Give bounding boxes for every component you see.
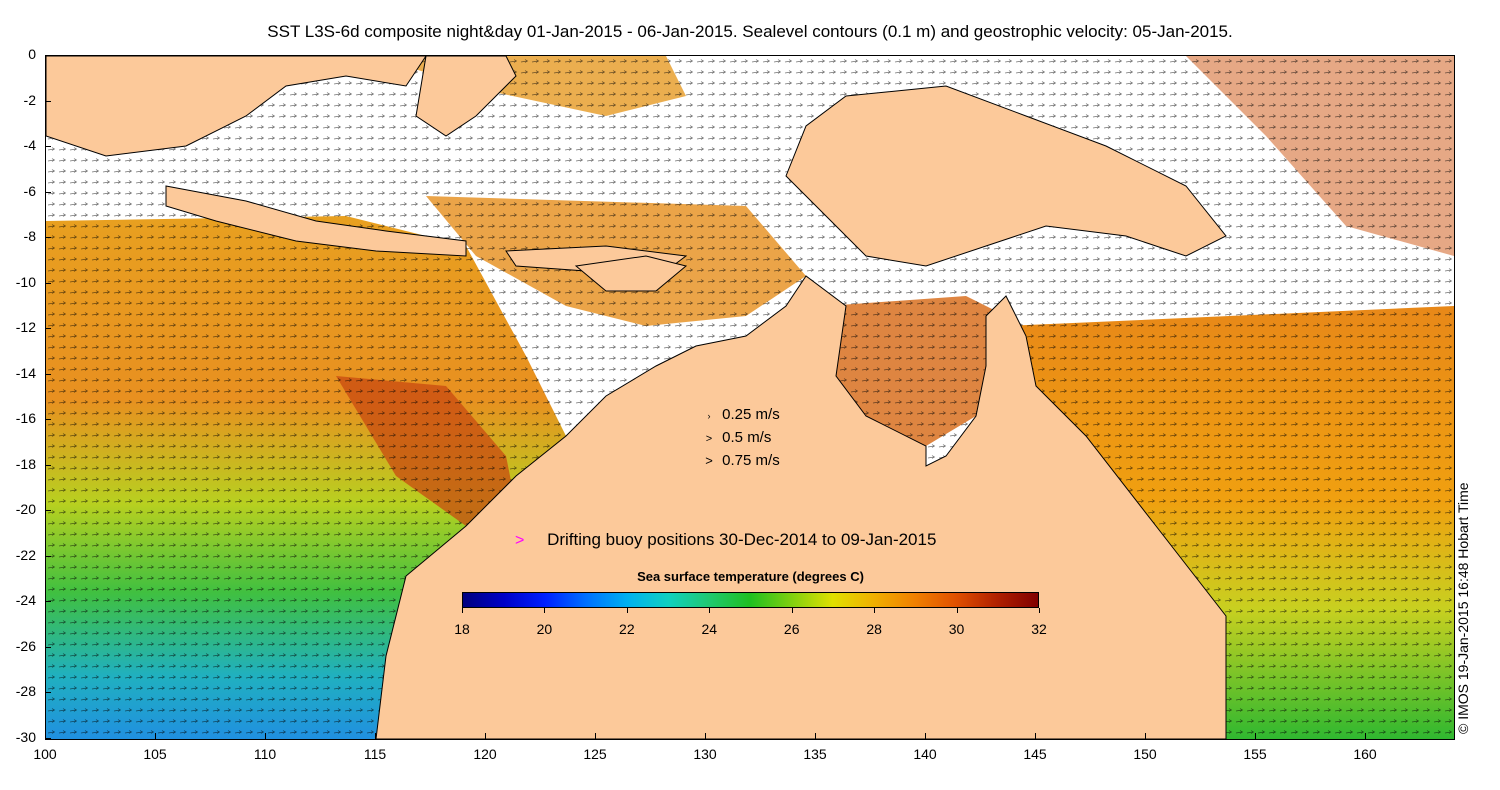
y-tick-mark	[45, 55, 51, 56]
x-tick-mark	[1145, 733, 1146, 739]
colorbar-tick-label: 18	[454, 621, 470, 637]
borneo-land	[415, 56, 517, 137]
colorbar-tick-mark	[956, 608, 958, 613]
y-tick-label: -20	[15, 501, 36, 518]
x-tick-label: 105	[143, 746, 167, 762]
sst-map-canvas	[46, 56, 1454, 739]
y-tick-mark	[45, 237, 51, 239]
x-tick-mark	[485, 733, 486, 739]
y-tick-mark	[45, 282, 51, 284]
colorbar-tick-mark	[544, 608, 546, 613]
y-tick-label: -4	[23, 137, 36, 154]
y-tick-label: -18	[15, 455, 36, 472]
x-tick-mark	[155, 733, 156, 739]
y-tick-mark	[45, 510, 51, 512]
y-tick-mark	[45, 191, 51, 193]
arrow-icon: >	[705, 453, 713, 468]
arrow-icon: ›	[707, 411, 711, 421]
velocity-scale-label: 0.75 m/s	[722, 452, 780, 469]
buoy-legend-label: Drifting buoy positions 30-Dec-2014 to 0…	[547, 530, 937, 549]
y-tick-mark	[45, 601, 51, 603]
y-tick-label: -16	[15, 410, 36, 427]
colorbar	[462, 592, 1039, 608]
velocity-scale-1: › 0.25 m/s	[700, 406, 780, 423]
chart-title: SST L3S-6d composite night&day 01-Jan-20…	[267, 22, 1233, 41]
colorbar-tick-label: 28	[866, 621, 882, 637]
y-tick-label: -14	[15, 364, 36, 381]
x-tick-mark	[705, 733, 706, 739]
y-tick-mark	[45, 100, 51, 102]
y-tick-label: -24	[15, 592, 36, 609]
australia-land	[375, 275, 1227, 739]
x-tick-mark	[815, 733, 816, 739]
y-tick-label: -12	[15, 319, 36, 336]
buoy-legend: > Drifting buoy positions 30-Dec-2014 to…	[515, 530, 936, 550]
x-tick-label: 130	[693, 746, 717, 762]
y-tick-label: -2	[23, 91, 36, 108]
x-tick-mark	[595, 733, 596, 739]
colorbar-tick-mark	[874, 608, 876, 613]
x-tick-label: 145	[1023, 746, 1047, 762]
x-tick-label: 110	[253, 746, 277, 762]
x-tick-mark	[375, 733, 376, 739]
y-tick-mark	[45, 419, 51, 421]
y-tick-label: -10	[15, 273, 36, 290]
x-tick-label: 160	[1353, 746, 1377, 762]
timor-land	[574, 255, 688, 292]
y-tick-label: -30	[15, 729, 36, 745]
y-tick-mark	[45, 738, 51, 739]
sumatra-land	[46, 56, 427, 157]
y-tick-mark	[45, 464, 51, 466]
colorbar-tick-mark	[626, 608, 628, 613]
y-tick-label: -26	[15, 637, 36, 654]
x-tick-label: 100	[33, 746, 57, 762]
colorbar-title: Sea surface temperature (degrees C)	[637, 569, 864, 584]
y-tick-mark	[45, 328, 51, 330]
y-tick-mark	[45, 646, 51, 648]
x-tick-mark	[265, 733, 266, 739]
colorbar-tick-label: 30	[948, 621, 965, 637]
new-guinea-land	[785, 85, 1227, 267]
y-tick-mark	[45, 692, 51, 694]
x-tick-label: 140	[913, 746, 937, 762]
velocity-scale-2: > 0.5 m/s	[700, 429, 772, 446]
copyright-label: © IMOS 19-Jan-2015 16:48 Hobart Time	[1455, 482, 1471, 734]
colorbar-tick-mark	[709, 608, 711, 613]
x-tick-label: 125	[583, 746, 607, 762]
y-tick-label: 0	[28, 46, 36, 62]
buoy-marker-icon: >	[515, 532, 525, 549]
x-tick-mark	[1035, 733, 1036, 739]
y-tick-mark	[45, 146, 51, 148]
sst-map	[45, 55, 1455, 740]
colorbar-tick-mark	[1039, 608, 1040, 613]
x-tick-mark	[45, 733, 46, 739]
colorbar-tick-mark	[791, 608, 793, 613]
x-tick-label: 155	[1243, 746, 1267, 762]
colorbar-tick-mark	[462, 608, 463, 613]
colorbar-tick-label: 32	[1031, 621, 1047, 637]
colorbar-tick-label: 26	[783, 621, 800, 637]
java-land	[165, 185, 467, 257]
y-tick-label: -6	[23, 182, 36, 199]
x-tick-mark	[1365, 733, 1366, 739]
x-tick-mark	[925, 733, 926, 739]
y-tick-label: -28	[15, 683, 36, 700]
x-tick-label: 115	[363, 746, 387, 762]
y-tick-label: -8	[23, 228, 36, 245]
velocity-scale-label: 0.5 m/s	[722, 429, 772, 446]
colorbar-tick-label: 22	[619, 621, 635, 637]
colorbar-tick-label: 20	[536, 621, 553, 637]
y-tick-mark	[45, 373, 51, 375]
y-tick-mark	[45, 555, 51, 557]
colorbar-tick-label: 24	[701, 621, 718, 637]
arrow-icon: >	[705, 433, 713, 445]
x-tick-label: 150	[1133, 746, 1157, 762]
y-tick-label: -22	[15, 546, 36, 563]
velocity-scale-label: 0.25 m/s	[722, 406, 780, 423]
velocity-scale-3: > 0.75 m/s	[700, 452, 780, 469]
x-tick-label: 120	[473, 746, 497, 762]
x-tick-label: 135	[803, 746, 827, 762]
x-tick-mark	[1255, 733, 1256, 739]
